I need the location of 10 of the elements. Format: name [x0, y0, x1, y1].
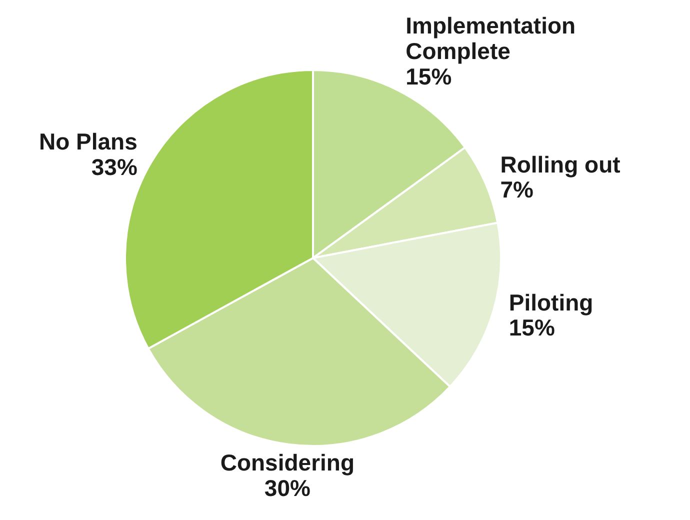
data-label: 15% [508, 314, 555, 341]
slice-label: Rolling out [500, 151, 621, 178]
data-label: 30% [264, 475, 310, 502]
slice-label: No Plans [38, 128, 138, 155]
data-label: 33% [91, 154, 138, 180]
slice-label: Considering [220, 450, 355, 476]
slice-label: Piloting [508, 289, 594, 316]
slice-label: Implementation Complete [406, 12, 576, 64]
data-label: 15% [406, 63, 452, 90]
data-label: 7% [500, 176, 534, 203]
